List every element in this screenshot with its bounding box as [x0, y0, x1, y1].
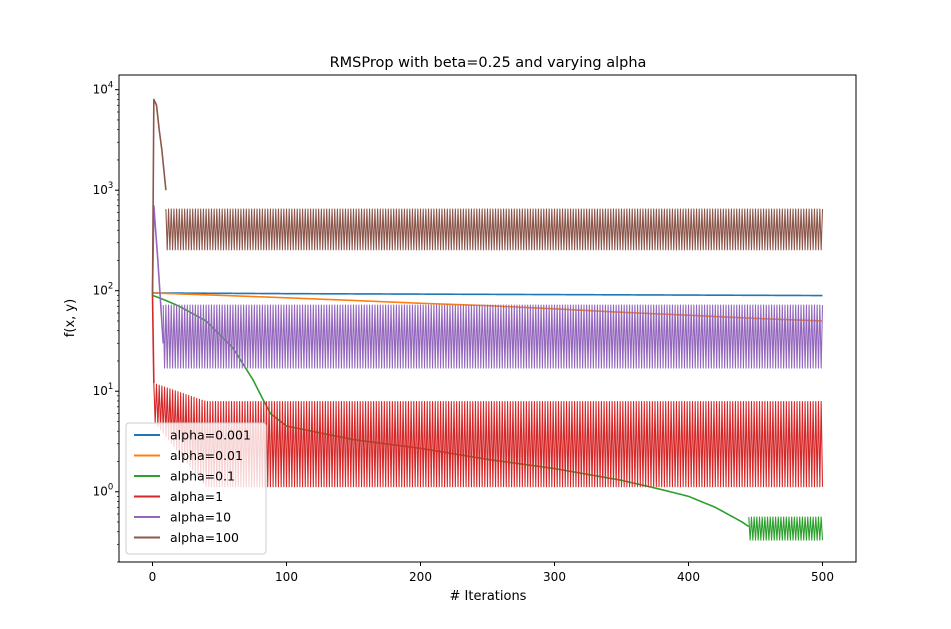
legend-entry: alpha=1	[134, 489, 223, 504]
x-tick-label: 0	[149, 570, 157, 584]
x-tick-label: 400	[677, 570, 700, 584]
y-tick-label: 102	[93, 282, 114, 298]
y-tick-label: 101	[93, 382, 114, 398]
y-tick-label: 100	[93, 483, 114, 499]
x-tick-label: 300	[543, 570, 566, 584]
plot-area	[151, 98, 824, 541]
legend-label: alpha=0.001	[170, 428, 251, 443]
legend-entry: alpha=0.1	[134, 469, 235, 484]
series-line	[152, 292, 823, 297]
series-oscillation	[165, 208, 824, 251]
legend-entry: alpha=100	[134, 530, 239, 545]
legend-label: alpha=1	[170, 489, 223, 504]
axes-spines	[118, 74, 857, 563]
x-tick-label: 100	[275, 570, 298, 584]
y-axis-label: f(x, y)	[63, 299, 78, 337]
series-alpha-100	[151, 98, 824, 296]
series-oscillation	[162, 304, 824, 369]
series-alpha-0-001	[152, 292, 823, 297]
legend-entry: alpha=10	[134, 510, 231, 525]
x-tick-label: 200	[409, 570, 432, 584]
chart-title: RMSProp with beta=0.25 and varying alpha	[330, 55, 647, 71]
x-axis-label: # Iterations	[450, 589, 527, 604]
legend-label: alpha=100	[170, 530, 239, 545]
x-axis: 0 100 200 300 400 500	[149, 562, 834, 584]
series-lead	[151, 98, 167, 296]
series-oscillation	[748, 516, 824, 541]
y-tick-label: 104	[93, 81, 114, 97]
legend-label: alpha=0.1	[170, 469, 235, 484]
x-tick-label: 500	[811, 570, 834, 584]
series-lead	[151, 295, 155, 384]
legend-entry: alpha=0.01	[134, 448, 243, 463]
legend-label: alpha=10	[170, 510, 231, 525]
legend-box	[125, 422, 267, 555]
legend-entry: alpha=0.001	[134, 428, 251, 443]
legend-label: alpha=0.01	[170, 448, 243, 463]
y-tick-label: 103	[93, 181, 114, 197]
plot-frame	[118, 74, 857, 563]
y-axis: 100 101 102 103 104	[93, 81, 119, 563]
